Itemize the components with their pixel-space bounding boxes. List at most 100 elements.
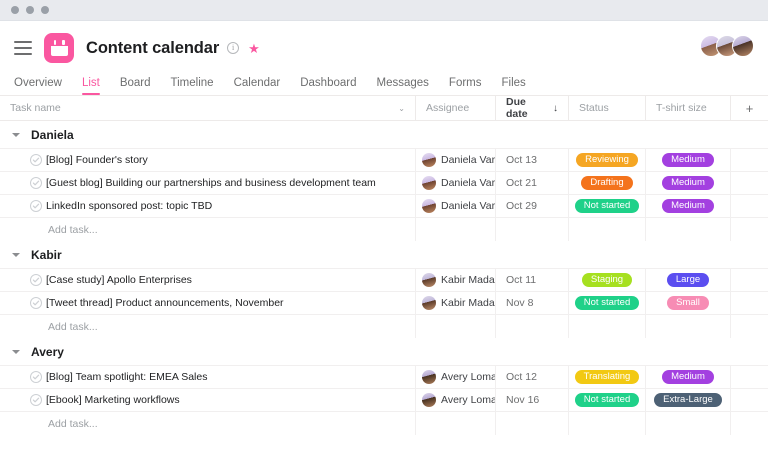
status-cell[interactable]: Drafting — [568, 171, 645, 194]
table-row[interactable]: [Blog] Founder's story Daniela Var...Oct … — [0, 148, 768, 171]
assignee-cell[interactable]: Daniela Var... — [415, 171, 495, 194]
column-status[interactable]: Status — [568, 95, 645, 121]
info-icon[interactable]: i — [227, 42, 240, 54]
traffic-lights — [11, 6, 49, 14]
status-cell[interactable]: Not started — [568, 388, 645, 411]
assignee-name: Avery Lomax — [441, 394, 495, 406]
tab-overview[interactable]: Overview — [14, 77, 62, 89]
group-header[interactable]: Daniela — [0, 121, 768, 148]
column-due-date[interactable]: Due date ↓ — [495, 95, 568, 121]
assignee-cell[interactable]: Daniela Var... — [415, 194, 495, 217]
column-task-name-label: Task name — [10, 102, 61, 114]
tshirt-size-cell[interactable]: Medium — [645, 194, 730, 217]
complete-task-icon[interactable] — [30, 371, 42, 383]
status-cell[interactable]: Translating — [568, 365, 645, 388]
task-name-cell[interactable]: [Case study] Apollo Enterprises — [0, 268, 415, 291]
table-row[interactable]: [Blog] Team spotlight: EMEA Sales Avery L… — [0, 365, 768, 388]
complete-task-icon[interactable] — [30, 297, 42, 309]
complete-task-icon[interactable] — [30, 154, 42, 166]
avatar[interactable] — [732, 35, 754, 57]
star-icon[interactable]: ★ — [248, 40, 260, 56]
sort-down-icon: ↓ — [553, 102, 558, 114]
tshirt-size-cell[interactable]: Small — [645, 291, 730, 314]
task-name-label: [Case study] Apollo Enterprises — [46, 274, 192, 286]
table-row[interactable]: [Guest blog] Building our partnerships a… — [0, 171, 768, 194]
caret-down-icon[interactable] — [12, 132, 20, 137]
assignee-cell[interactable]: Avery Lomax — [415, 388, 495, 411]
task-name-cell[interactable]: [Ebook] Marketing workflows — [0, 388, 415, 411]
hamburger-icon[interactable] — [14, 41, 32, 55]
chevron-down-icon[interactable]: ⌄ — [398, 103, 405, 113]
add-task-row[interactable]: Add task... — [0, 411, 768, 435]
size-badge: Medium — [662, 175, 714, 191]
tab-calendar[interactable]: Calendar — [233, 77, 281, 89]
complete-task-icon[interactable] — [30, 394, 42, 406]
due-date-cell[interactable]: Nov 16 — [495, 388, 568, 411]
group-header[interactable]: Avery — [0, 338, 768, 365]
status-cell[interactable]: Reviewing — [568, 148, 645, 171]
close-button[interactable] — [11, 6, 19, 14]
tab-forms[interactable]: Forms — [448, 77, 482, 89]
column-task-name[interactable]: Task name ⌄ — [0, 95, 415, 121]
status-badge: Drafting — [581, 175, 633, 191]
assignee-cell[interactable]: Kabir Madan — [415, 291, 495, 314]
tshirt-size-cell[interactable]: Large — [645, 268, 730, 291]
project-header: Content calendar i ★ — [0, 21, 768, 65]
tab-timeline[interactable]: Timeline — [170, 77, 214, 89]
tshirt-size-cell[interactable]: Medium — [645, 171, 730, 194]
group-header[interactable]: Kabir — [0, 241, 768, 268]
row-spacer — [730, 171, 768, 194]
due-date-cell[interactable]: Oct 13 — [495, 148, 568, 171]
add-column-button[interactable]: + — [730, 95, 768, 121]
tab-files[interactable]: Files — [501, 77, 526, 89]
due-date-cell[interactable]: Oct 12 — [495, 365, 568, 388]
assignee-cell[interactable]: Avery Lomax — [415, 365, 495, 388]
maximize-button[interactable] — [41, 6, 49, 14]
add-task-label[interactable]: Add task... — [0, 314, 415, 338]
minimize-button[interactable] — [26, 6, 34, 14]
task-name-cell[interactable]: [Blog] Team spotlight: EMEA Sales — [0, 365, 415, 388]
tshirt-size-cell[interactable]: Medium — [645, 365, 730, 388]
assignee-cell[interactable]: Kabir Madan — [415, 268, 495, 291]
tshirt-size-cell[interactable]: Medium — [645, 148, 730, 171]
task-name-cell[interactable]: [Tweet thread] Product announcements, No… — [0, 291, 415, 314]
task-name-cell[interactable]: LinkedIn sponsored post: topic TBD — [0, 194, 415, 217]
row-spacer — [730, 365, 768, 388]
complete-task-icon[interactable] — [30, 274, 42, 286]
task-name-label: [Blog] Founder's story — [46, 154, 148, 166]
task-name-label: LinkedIn sponsored post: topic TBD — [46, 200, 213, 212]
column-assignee[interactable]: Assignee — [415, 95, 495, 121]
assignee-cell[interactable]: Daniela Var... — [415, 148, 495, 171]
status-badge: Not started — [574, 295, 640, 311]
due-date-cell[interactable]: Oct 21 — [495, 171, 568, 194]
due-date-cell[interactable]: Oct 11 — [495, 268, 568, 291]
due-date-cell[interactable]: Nov 8 — [495, 291, 568, 314]
window-titlebar — [0, 0, 768, 21]
column-tshirt-size[interactable]: T-shirt size — [645, 95, 730, 121]
task-name-cell[interactable]: [Blog] Founder's story — [0, 148, 415, 171]
table-row[interactable]: [Tweet thread] Product announcements, No… — [0, 291, 768, 314]
add-task-label[interactable]: Add task... — [0, 217, 415, 241]
size-badge: Medium — [662, 198, 714, 214]
tshirt-size-cell[interactable]: Extra-Large — [645, 388, 730, 411]
caret-down-icon[interactable] — [12, 349, 20, 354]
add-task-label[interactable]: Add task... — [0, 411, 415, 435]
status-cell[interactable]: Not started — [568, 291, 645, 314]
status-badge: Reviewing — [576, 152, 638, 168]
task-name-cell[interactable]: [Guest blog] Building our partnerships a… — [0, 171, 415, 194]
due-date-cell[interactable]: Oct 29 — [495, 194, 568, 217]
add-task-row[interactable]: Add task... — [0, 217, 768, 241]
tab-board[interactable]: Board — [119, 77, 151, 89]
table-row[interactable]: [Case study] Apollo Enterprises Kabir Mad… — [0, 268, 768, 291]
tab-list[interactable]: List — [81, 77, 100, 95]
caret-down-icon[interactable] — [12, 252, 20, 257]
add-task-row[interactable]: Add task... — [0, 314, 768, 338]
table-row[interactable]: LinkedIn sponsored post: topic TBD Daniel… — [0, 194, 768, 217]
tab-dashboard[interactable]: Dashboard — [300, 77, 357, 89]
complete-task-icon[interactable] — [30, 177, 42, 189]
tab-messages[interactable]: Messages — [376, 77, 429, 89]
status-cell[interactable]: Not started — [568, 194, 645, 217]
complete-task-icon[interactable] — [30, 200, 42, 212]
status-cell[interactable]: Staging — [568, 268, 645, 291]
